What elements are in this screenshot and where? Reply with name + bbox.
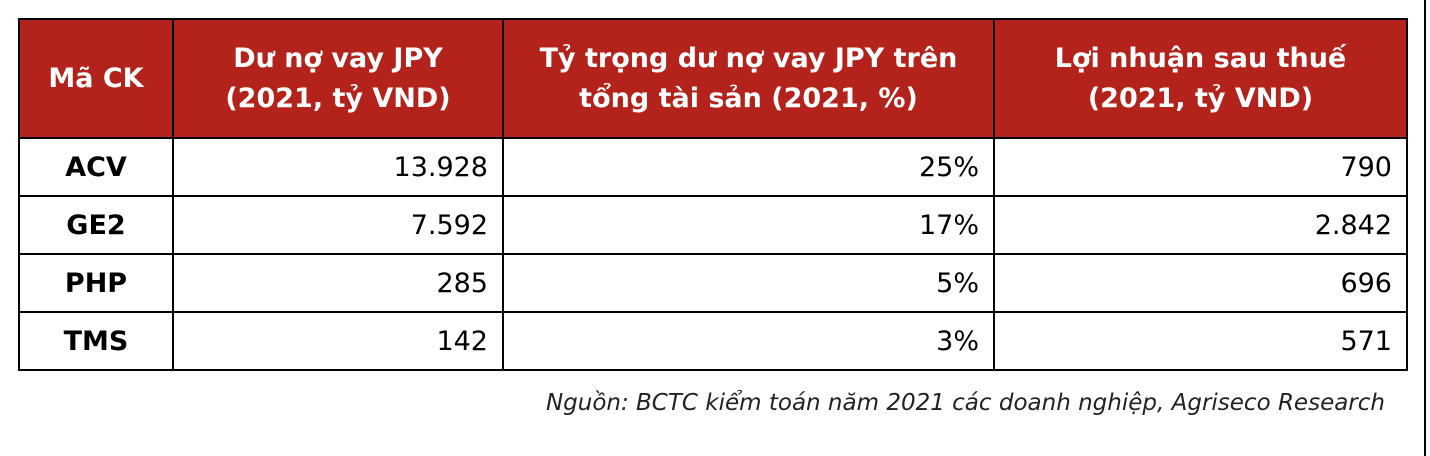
header-line: tổng tài sản (2021, %): [579, 82, 918, 114]
table-row: PHP 285 5% 696: [18, 253, 1408, 313]
table-row: GE2 7.592 17% 2.842: [18, 195, 1408, 255]
value-cell: 571: [993, 311, 1408, 371]
value-cell: 7.592: [172, 195, 504, 255]
table-row: ACV 13.928 25% 790: [18, 137, 1408, 197]
header-cell: Tỷ trọng dư nợ vay JPY trên tổng tài sản …: [502, 18, 995, 139]
header-line: Lợi nhuận sau thuế: [1054, 42, 1347, 74]
data-table: Mã CK Dư nợ vay JPY (2021, tỷ VND) Tỷ trọng…: [18, 18, 1408, 371]
value-cell: 13.928: [172, 137, 504, 197]
ticker-cell: PHP: [18, 253, 174, 313]
ticker-cell: GE2: [18, 195, 174, 255]
header-cell: Dư nợ vay JPY (2021, tỷ VND): [172, 18, 504, 139]
header-line: (2021, tỷ VND): [225, 82, 451, 114]
ticker-cell: TMS: [18, 311, 174, 371]
table-row: TMS 142 3% 571: [18, 311, 1408, 371]
header-line: Tỷ trọng dư nợ vay JPY trên: [539, 42, 958, 74]
header-line: Dư nợ vay JPY: [233, 42, 443, 74]
value-cell: 3%: [502, 311, 995, 371]
ticker-cell: ACV: [18, 137, 174, 197]
header-cell: Lợi nhuận sau thuế (2021, tỷ VND): [993, 18, 1408, 139]
value-cell: 285: [172, 253, 504, 313]
source-note: Nguồn: BCTC kiểm toán năm 2021 các doanh…: [545, 390, 1385, 416]
value-cell: 17%: [502, 195, 995, 255]
header-line: Mã CK: [48, 62, 144, 94]
value-cell: 5%: [502, 253, 995, 313]
value-cell: 25%: [502, 137, 995, 197]
table-body: ACV 13.928 25% 790 GE2 7.592 17% 2.842 PHP 285 5% 6…: [18, 137, 1408, 371]
header-row: Mã CK Dư nợ vay JPY (2021, tỷ VND) Tỷ trọng…: [18, 18, 1408, 139]
value-cell: 790: [993, 137, 1408, 197]
header-line: (2021, tỷ VND): [1087, 82, 1314, 114]
value-cell: 142: [172, 311, 504, 371]
value-cell: 2.842: [993, 195, 1408, 255]
page-edge: [1424, 0, 1426, 456]
value-cell: 696: [993, 253, 1408, 313]
header-cell: Mã CK: [18, 18, 174, 139]
